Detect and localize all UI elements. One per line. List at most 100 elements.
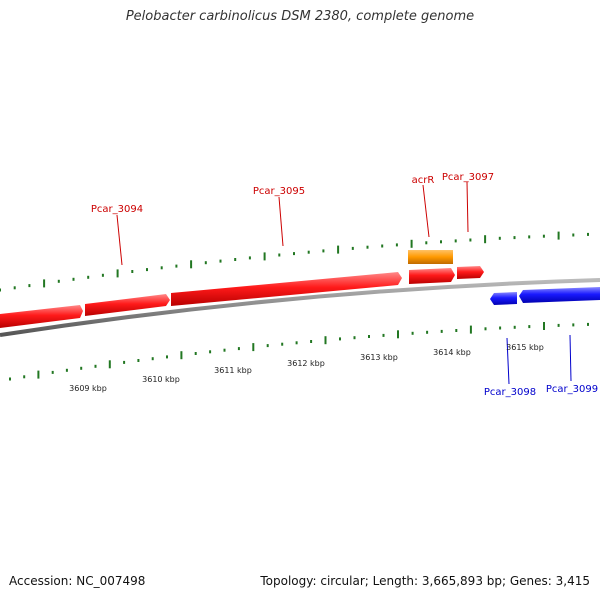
scale-label: 3610 kbp bbox=[142, 375, 180, 384]
minor-tick bbox=[513, 236, 516, 240]
minor-tick bbox=[28, 284, 31, 288]
minor-tick bbox=[339, 337, 341, 341]
minor-tick bbox=[9, 377, 11, 381]
minor-tick bbox=[101, 273, 104, 277]
minor-tick bbox=[484, 327, 487, 331]
minor-tick bbox=[499, 326, 502, 330]
minor-tick bbox=[23, 375, 26, 379]
genome-summary-text: Topology: circular; Length: 3,665,893 bp… bbox=[260, 574, 590, 588]
minor-tick bbox=[223, 348, 226, 352]
minor-tick bbox=[513, 325, 516, 329]
minor-tick bbox=[572, 323, 575, 327]
minor-tick bbox=[278, 253, 281, 257]
minor-tick bbox=[248, 256, 251, 260]
minor-tick bbox=[469, 238, 472, 242]
gene-pcar-3097[interactable] bbox=[457, 266, 484, 279]
label-acrR[interactable]: acrR bbox=[412, 175, 435, 186]
major-tick bbox=[410, 239, 413, 248]
minor-tick bbox=[557, 323, 560, 327]
major-tick bbox=[180, 351, 183, 360]
minor-tick bbox=[219, 259, 222, 263]
gene-pcar-3094[interactable] bbox=[85, 294, 170, 316]
minor-tick bbox=[65, 368, 68, 372]
genome-title: Pelobacter carbinolicus DSM 2380, comple… bbox=[125, 9, 475, 24]
minor-tick bbox=[587, 322, 589, 326]
scale-label: 3611 kbp bbox=[214, 366, 252, 375]
major-tick bbox=[484, 235, 487, 244]
minor-tick bbox=[57, 279, 60, 283]
minor-tick bbox=[281, 342, 284, 346]
minor-tick bbox=[13, 286, 16, 290]
minor-tick bbox=[295, 341, 298, 345]
minor-tick bbox=[572, 233, 575, 237]
label-pcar-3098[interactable]: Pcar_3098 bbox=[484, 387, 536, 398]
minor-tick bbox=[587, 232, 589, 236]
minor-tick bbox=[454, 239, 457, 243]
leader-pcar-3098 bbox=[506, 337, 510, 385]
gene-pcar-3095[interactable] bbox=[171, 272, 402, 306]
lower-tick-track bbox=[9, 322, 589, 381]
minor-tick bbox=[266, 344, 269, 348]
accession-text: Accession: NC_007498 bbox=[9, 574, 146, 588]
leader-pcar-3099 bbox=[569, 334, 572, 382]
minor-tick bbox=[426, 330, 429, 334]
minor-tick bbox=[51, 370, 54, 374]
minor-tick bbox=[175, 264, 178, 268]
label-pcar-3097[interactable]: Pcar_3097 bbox=[442, 172, 494, 183]
minor-tick bbox=[293, 252, 295, 256]
leader-pcar-3094 bbox=[116, 214, 123, 266]
minor-tick bbox=[411, 331, 414, 335]
major-tick bbox=[557, 231, 560, 240]
minor-tick bbox=[194, 352, 197, 355]
major-tick bbox=[337, 245, 340, 254]
genome-backbone bbox=[0, 278, 600, 337]
minor-tick bbox=[382, 333, 385, 337]
major-tick bbox=[37, 370, 40, 379]
minor-tick bbox=[440, 329, 443, 333]
minor-tick bbox=[528, 235, 531, 239]
minor-tick bbox=[498, 236, 501, 240]
leader-pcar-3097 bbox=[466, 181, 469, 233]
minor-tick bbox=[166, 355, 168, 359]
major-tick bbox=[116, 269, 119, 278]
minor-tick bbox=[123, 360, 126, 364]
minor-tick bbox=[209, 350, 212, 354]
minor-tick bbox=[322, 249, 325, 253]
minor-tick bbox=[234, 258, 237, 261]
minor-tick bbox=[151, 357, 154, 361]
scale-label: 3612 kbp bbox=[287, 359, 325, 368]
major-tick bbox=[543, 322, 545, 330]
minor-tick bbox=[131, 270, 134, 273]
major-tick bbox=[324, 336, 327, 345]
leader-acrR bbox=[422, 184, 430, 238]
major-tick bbox=[252, 343, 255, 352]
major-tick bbox=[397, 330, 399, 339]
minor-tick bbox=[528, 325, 531, 329]
minor-tick bbox=[368, 335, 370, 338]
upper-tick-track bbox=[0, 231, 589, 292]
gene-pcar-3098[interactable] bbox=[490, 292, 517, 305]
gene-arrow[interactable] bbox=[0, 305, 83, 328]
minor-tick bbox=[310, 340, 313, 343]
minor-tick bbox=[353, 336, 356, 340]
label-pcar-3094[interactable]: Pcar_3094 bbox=[91, 204, 143, 215]
minor-tick bbox=[160, 266, 163, 270]
gene-arrow[interactable] bbox=[409, 268, 455, 284]
minor-tick bbox=[307, 250, 310, 254]
major-tick bbox=[43, 279, 46, 288]
minor-tick bbox=[146, 268, 148, 272]
scale-label: 3615 kbp bbox=[506, 343, 544, 352]
minor-tick bbox=[395, 243, 398, 247]
major-tick bbox=[190, 260, 193, 269]
gene-pcar-3099[interactable] bbox=[519, 287, 600, 303]
scale-label: 3613 kbp bbox=[360, 353, 398, 362]
major-tick bbox=[263, 252, 266, 261]
gene-acrR[interactable] bbox=[408, 250, 453, 264]
label-pcar-3095[interactable]: Pcar_3095 bbox=[253, 186, 305, 197]
minor-tick bbox=[237, 347, 240, 351]
minor-tick bbox=[80, 366, 83, 370]
label-pcar-3099[interactable]: Pcar_3099 bbox=[546, 384, 598, 395]
minor-tick bbox=[94, 364, 97, 368]
